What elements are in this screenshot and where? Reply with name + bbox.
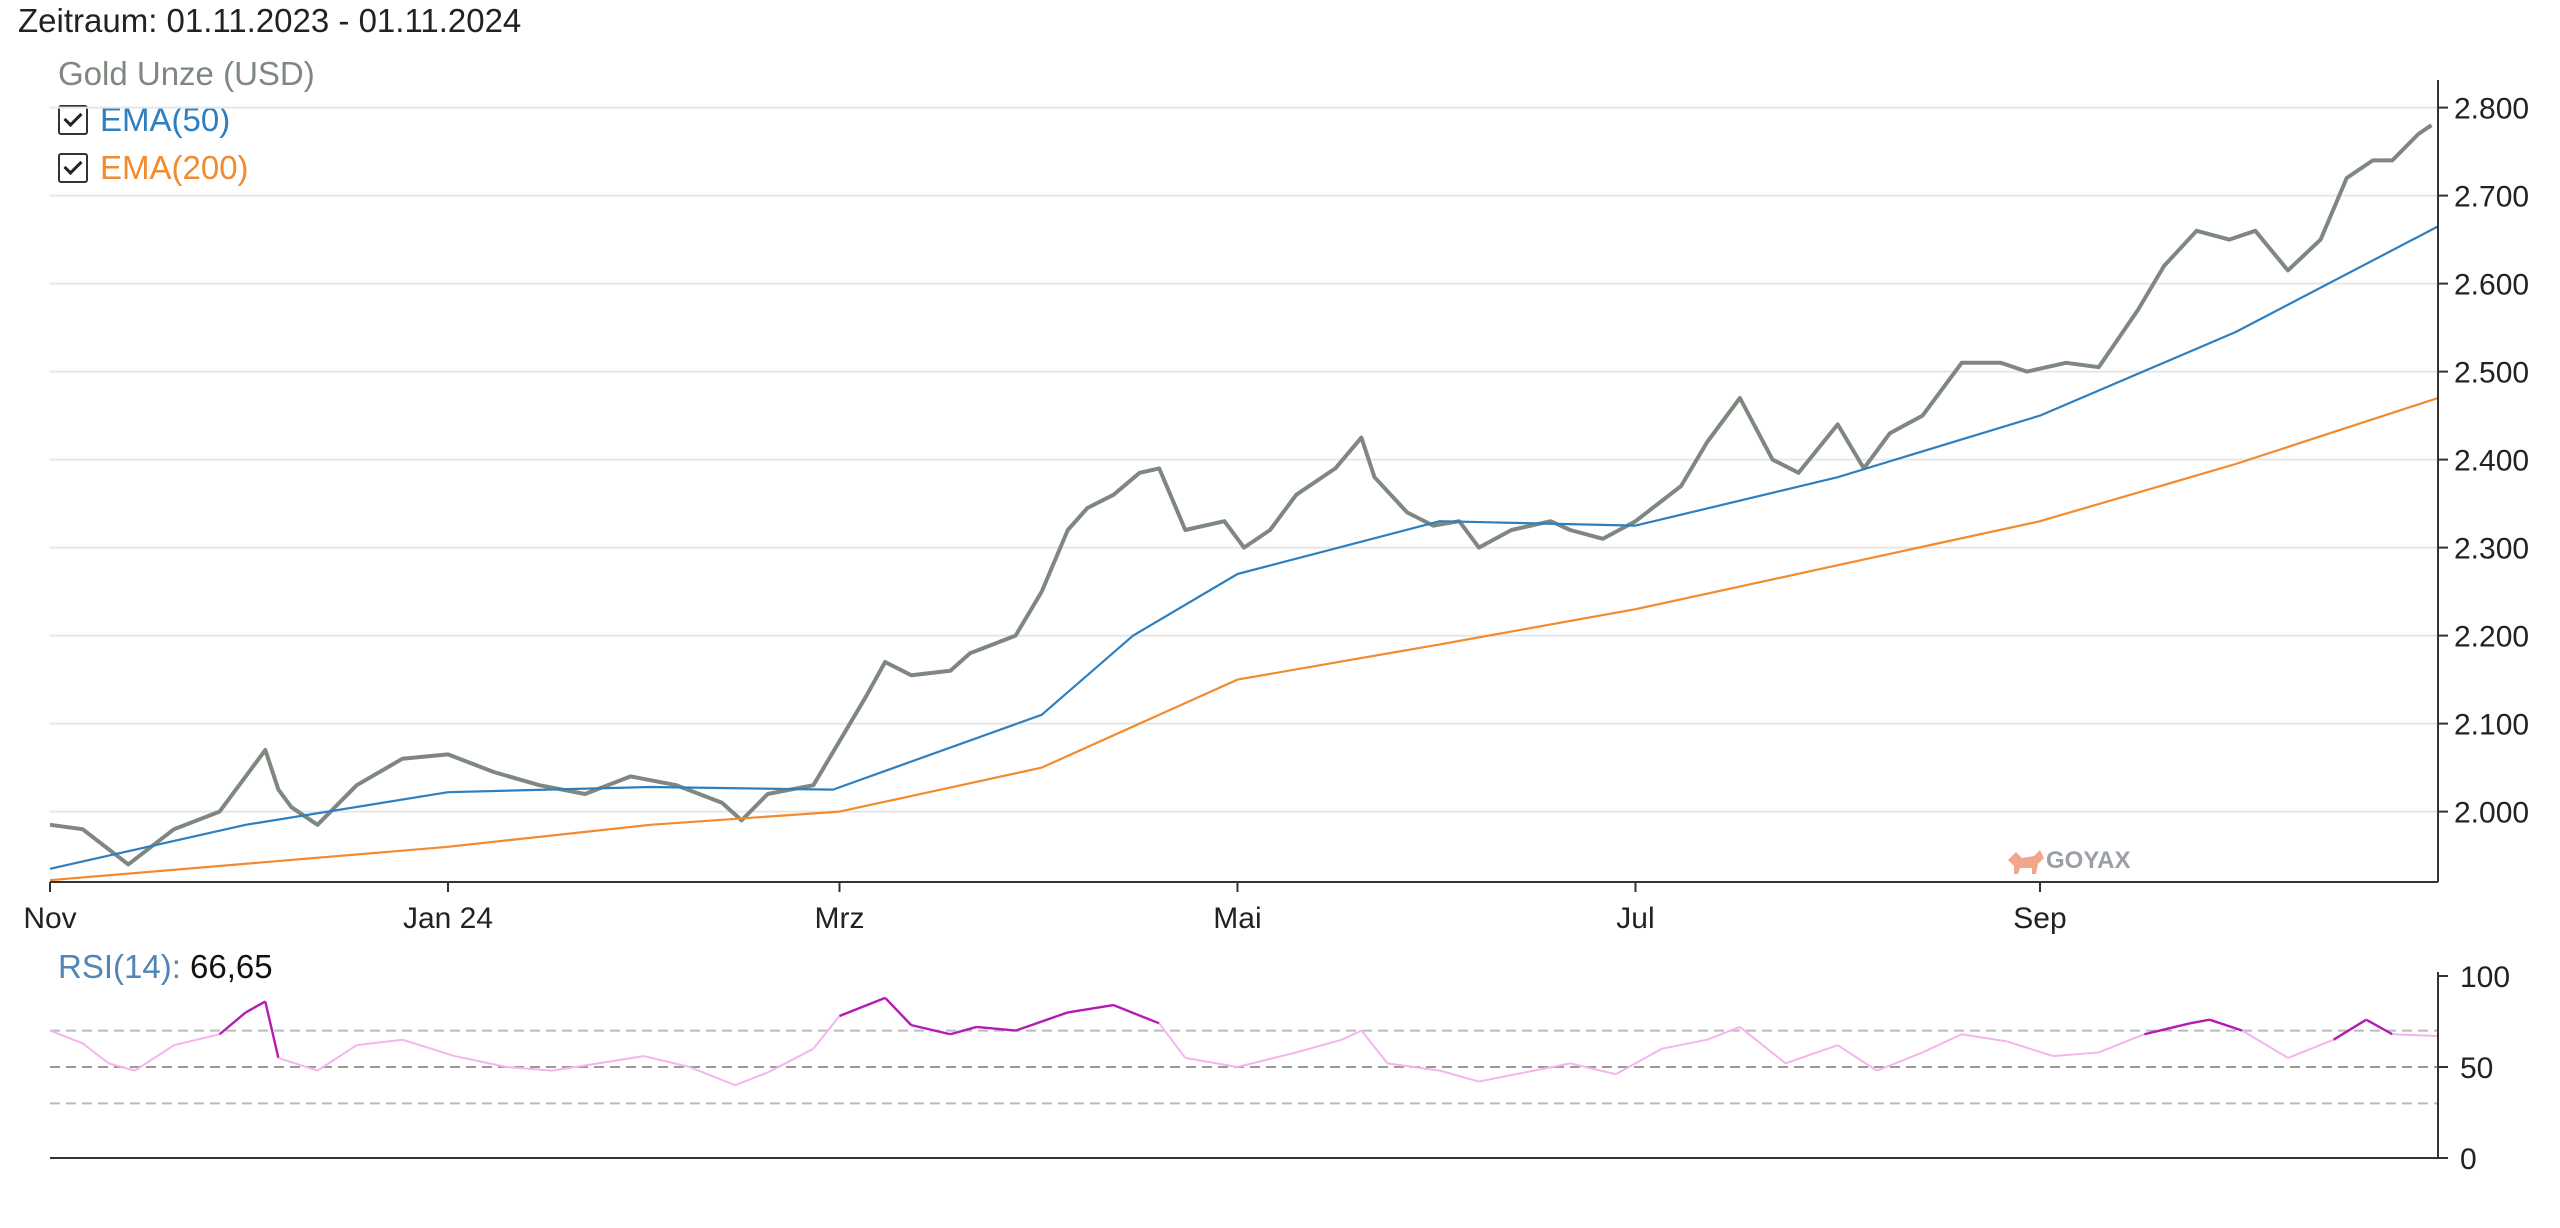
- x-tick-label: Mrz: [814, 902, 864, 935]
- rsi-segment: [506, 1066, 553, 1072]
- rsi-segment: [1961, 1033, 2008, 1043]
- rsi-name: RSI(14):: [58, 948, 181, 985]
- y-tick-label: 2.600: [2454, 269, 2529, 302]
- rsi-segment: [1785, 1044, 1839, 1065]
- rsi-segment: [264, 1001, 280, 1059]
- rsi-bands: [50, 1029, 2438, 1105]
- rsi-segment: [2365, 1018, 2393, 1036]
- checkbox-icon[interactable]: [58, 153, 88, 183]
- rsi-segment: [1295, 1038, 1343, 1054]
- chart-legend: Gold Unze (USD) EMA(50) EMA(200): [58, 52, 315, 192]
- ema200-line: [49, 396, 2439, 882]
- rsi-segment: [884, 997, 913, 1026]
- rsi-segment: [2189, 1018, 2210, 1025]
- rsi-segment: [1615, 1047, 1663, 1076]
- y-tick-label: 2.300: [2454, 533, 2529, 566]
- rsi-segment: [1439, 1069, 1480, 1083]
- rsi-segment: [689, 1066, 736, 1087]
- rsi-segment: [643, 1055, 690, 1068]
- rsi-segment: [1922, 1033, 1963, 1054]
- x-tick-label: Jan 24: [403, 902, 493, 935]
- rsi-segment: [1739, 1026, 1787, 1065]
- rsi-segment: [49, 1029, 83, 1045]
- rsi-segment: [2007, 1040, 2054, 1058]
- rsi-segment: [2052, 1051, 2099, 1058]
- rsi-segment: [108, 1062, 136, 1072]
- rsi-value: 66,65: [190, 948, 273, 985]
- rsi-segment: [1661, 1038, 1708, 1050]
- legend-item-ema200[interactable]: EMA(200): [58, 144, 315, 192]
- axes: 2.000 2.100 2.200 2.300 2.400 2.500 2.600 2.700…: [23, 80, 2529, 1176]
- rsi-segment: [734, 1071, 769, 1087]
- watermark-text: GOYAX: [2046, 847, 2130, 874]
- ema50-line: [49, 225, 2439, 870]
- rsi-segment: [812, 1015, 841, 1050]
- rsi-tick-label: 0: [2460, 1143, 2477, 1176]
- y-tick-label: 2.200: [2454, 621, 2529, 654]
- rsi-label: RSI(14): 66,65: [58, 948, 273, 986]
- x-tick-label: Sep: [2013, 902, 2066, 935]
- rsi-segment: [316, 1044, 358, 1072]
- rsi-segment: [82, 1042, 110, 1065]
- rsi-segment: [1387, 1062, 1440, 1072]
- rsi-segment: [976, 1025, 1016, 1032]
- price-line: [49, 123, 2433, 867]
- rsi-segment: [245, 1000, 266, 1014]
- rsi-segment: [597, 1055, 644, 1065]
- x-tick-label: Jul: [1616, 902, 1654, 935]
- rsi-segment: [2144, 1022, 2191, 1036]
- y-tick-label: 2.400: [2454, 445, 2529, 478]
- y-tick-label: 2.500: [2454, 357, 2529, 390]
- rsi-segment: [134, 1044, 175, 1072]
- rsi-segment: [1360, 1029, 1389, 1064]
- rsi-segment: [2241, 1029, 2289, 1059]
- rsi-segment: [2098, 1033, 2145, 1054]
- rsi-segment: [1876, 1051, 1923, 1072]
- y-tick-label: 2.000: [2454, 797, 2529, 830]
- rsi-segment: [2287, 1038, 2334, 1059]
- rsi-segment: [1158, 1022, 1187, 1059]
- rsi-segment: [1015, 1011, 1069, 1032]
- y-tick-label: 2.100: [2454, 709, 2529, 742]
- rsi-segment: [950, 1025, 977, 1036]
- grid-lines: [50, 106, 2438, 813]
- series-lines: [49, 123, 2439, 1087]
- rsi-segment: [910, 1023, 951, 1036]
- rsi-segment: [173, 1033, 220, 1047]
- rsi-segment: [1478, 1071, 1525, 1083]
- rsi-segment: [839, 996, 886, 1018]
- rsi-segment: [552, 1062, 599, 1072]
- rsi-segment: [1706, 1026, 1741, 1041]
- rsi-segment: [278, 1056, 318, 1072]
- rsi-segment: [1524, 1062, 1571, 1074]
- rsi-segment: [218, 1011, 247, 1036]
- rsi-segment: [454, 1055, 507, 1068]
- rsi-segment: [1569, 1062, 1617, 1076]
- rsi-segment: [1113, 1004, 1160, 1025]
- rsi-segment: [2209, 1018, 2243, 1032]
- x-tick-label: Mai: [1213, 902, 1261, 935]
- rsi-tick-label: 50: [2460, 1052, 2493, 1085]
- bull-logo-icon: [2008, 850, 2044, 874]
- legend-label-ema200: EMA(200): [100, 149, 249, 186]
- y-tick-label: 2.700: [2454, 181, 2529, 214]
- checkbox-icon[interactable]: [58, 105, 88, 135]
- rsi-tick-label: 100: [2460, 961, 2510, 994]
- y-tick-label: 2.800: [2454, 93, 2529, 126]
- rsi-segment: [356, 1038, 403, 1047]
- goyax-watermark: GOYAX: [2008, 847, 2130, 874]
- legend-title: Gold Unze (USD): [58, 55, 315, 92]
- period-label: Zeitraum: 01.11.2023 - 01.11.2024: [18, 2, 522, 39]
- rsi-segment: [1341, 1029, 1362, 1041]
- rsi-segment: [1185, 1056, 1238, 1068]
- rsi-segment: [767, 1047, 814, 1074]
- rsi-segment: [2392, 1033, 2439, 1038]
- rsi-segment: [2332, 1018, 2367, 1041]
- rsi-segment: [402, 1038, 455, 1058]
- x-tick-label: Nov: [23, 902, 76, 935]
- rsi-segment: [1067, 1003, 1114, 1014]
- rsi-segment: [1237, 1051, 1297, 1068]
- rsi-segment: [1837, 1044, 1878, 1072]
